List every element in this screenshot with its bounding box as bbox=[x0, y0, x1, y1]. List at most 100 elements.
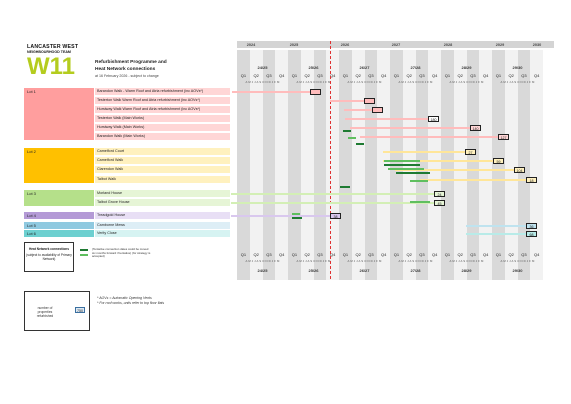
row-label: Barandon Walk (Main Works) bbox=[95, 133, 230, 140]
quarter-column bbox=[466, 50, 480, 280]
w11-logo-mark: W11 bbox=[27, 54, 75, 76]
quarter-label-top: Q4 bbox=[482, 73, 489, 78]
quarter-label-top: Q4 bbox=[278, 73, 285, 78]
property-count-box: 68 bbox=[526, 230, 537, 237]
month-label-bottom: A M J J A S O N D J F M bbox=[449, 259, 484, 263]
quarter-label-bottom: Q1 bbox=[495, 252, 502, 257]
quarter-column bbox=[300, 50, 314, 280]
quarter-label-bottom: Q3 bbox=[368, 252, 374, 257]
month-label-top: A M J J A S O N D J F M bbox=[347, 80, 382, 84]
fy-label-top: 27/28 bbox=[410, 65, 421, 70]
quarter-label-top: Q2 bbox=[457, 73, 463, 78]
programme-bar bbox=[231, 192, 434, 195]
quarter-label-top: Q1 bbox=[240, 73, 247, 78]
quarter-label-bottom: Q2 bbox=[355, 252, 361, 257]
programme-bar bbox=[232, 90, 320, 93]
legend-heat-network: Heat Network connections (subject to ava… bbox=[24, 242, 74, 272]
fy-label-top: 24/25 bbox=[257, 65, 268, 70]
row-label: Hurstway Walk Warm Roof and Atria refurb… bbox=[95, 106, 230, 113]
quarter-label-bottom: Q4 bbox=[380, 252, 387, 257]
quarter-column bbox=[415, 50, 429, 280]
quarter-label-top: Q3 bbox=[317, 73, 323, 78]
quarter-label-bottom: Q4 bbox=[533, 252, 540, 257]
lot-box: Lot 1 bbox=[24, 88, 94, 140]
quarter-label-top: Q1 bbox=[393, 73, 400, 78]
quarter-label-top: Q4 bbox=[329, 73, 336, 78]
row-label: Treadgold House bbox=[95, 212, 230, 219]
heat-connection-marker bbox=[340, 186, 350, 188]
fy-label-top: 26/27 bbox=[359, 65, 370, 70]
quarter-label-bottom: Q2 bbox=[304, 252, 310, 257]
quarter-column bbox=[339, 50, 352, 280]
quarter-label-top: Q3 bbox=[521, 73, 527, 78]
fy-label-bottom: 25/26 bbox=[308, 268, 319, 273]
month-label-bottom: A M J J A S O N D J F M bbox=[347, 259, 382, 263]
quarter-label-bottom: Q2 bbox=[406, 252, 412, 257]
quarter-column bbox=[441, 50, 454, 280]
heat-connection-marker bbox=[410, 180, 428, 182]
quarter-label-bottom: Q4 bbox=[431, 252, 438, 257]
quarter-label-bottom: Q2 bbox=[508, 252, 514, 257]
quarter-column bbox=[262, 50, 276, 280]
quarter-label-bottom: Q4 bbox=[278, 252, 285, 257]
property-count-box: 59 bbox=[493, 157, 504, 164]
today-line bbox=[330, 41, 331, 279]
month-label-bottom: A M J J A S O N D J F M bbox=[296, 259, 331, 263]
heat-connection-marker bbox=[292, 213, 300, 215]
quarter-label-bottom: Q3 bbox=[470, 252, 476, 257]
quarter-label-top: Q1 bbox=[342, 73, 349, 78]
footnotes: * AOVs = Automatic Opening Vents * For r… bbox=[97, 296, 164, 306]
year-label: 2028 bbox=[443, 43, 453, 47]
quarter-label-top: Q1 bbox=[291, 73, 298, 78]
heat-connection-marker bbox=[410, 201, 430, 203]
heat-connection-marker bbox=[343, 130, 351, 132]
programme-bar bbox=[231, 214, 330, 217]
quarter-label-top: Q2 bbox=[508, 73, 514, 78]
fy-label-top: 28/29 bbox=[461, 65, 472, 70]
property-count-box bbox=[310, 88, 321, 95]
property-count-box bbox=[372, 106, 383, 113]
legend-heat-sub: (subject to availability of Primary Netw… bbox=[26, 253, 72, 261]
quarter-label-top: Q4 bbox=[380, 73, 387, 78]
month-label-top: A M J J A S O N D J F M bbox=[296, 80, 331, 84]
logo-text: LANCASTER WEST bbox=[27, 44, 79, 50]
title-line-2: Heat Network connections bbox=[95, 67, 156, 72]
title-line-1: Refurbishment Programme and bbox=[95, 60, 167, 65]
quarter-label-top: Q3 bbox=[419, 73, 425, 78]
row-label: Testerton Walk (Main Works) bbox=[95, 115, 230, 122]
quarter-column bbox=[479, 50, 492, 280]
programme-bar bbox=[466, 224, 526, 227]
page-title: Refurbishment Programme and Heat Network… bbox=[95, 59, 167, 73]
quarter-label-bottom: Q3 bbox=[521, 252, 527, 257]
quarter-column bbox=[249, 50, 263, 280]
row-label: Morland House bbox=[95, 190, 230, 197]
status-date: at 16 February 2026 - subject to change bbox=[95, 74, 159, 78]
programme-bar bbox=[360, 135, 498, 138]
programme-bar bbox=[383, 159, 493, 162]
row-label: Clarendon Walk bbox=[95, 166, 230, 173]
month-label-bottom: A M J J A S O N D J F M bbox=[398, 259, 433, 263]
quarter-column bbox=[504, 50, 518, 280]
quarter-label-bottom: Q1 bbox=[393, 252, 400, 257]
year-label: 2029 bbox=[495, 43, 505, 47]
programme-bar bbox=[395, 168, 514, 171]
programme-bar bbox=[466, 232, 526, 235]
property-count-box: 104 bbox=[514, 166, 525, 173]
quarter-label-bottom: Q3 bbox=[419, 252, 425, 257]
year-label: 2030 bbox=[532, 43, 542, 47]
legend-properties bbox=[24, 291, 90, 331]
quarter-label-top: Q2 bbox=[253, 73, 259, 78]
fy-label-bottom: 24/25 bbox=[257, 268, 268, 273]
property-count-box: 24 bbox=[434, 190, 445, 197]
month-label-top: A M J J A S O N D J F M bbox=[449, 80, 484, 84]
year-label: 2026 bbox=[340, 43, 350, 47]
heat-connection-marker bbox=[384, 164, 420, 166]
month-label-top: A M J J A S O N D J F M bbox=[500, 80, 535, 84]
programme-bar bbox=[420, 178, 526, 181]
property-count-box: 18 bbox=[526, 176, 537, 183]
heat-connection-marker bbox=[348, 137, 356, 139]
row-label: Testerton Walk Warm Roof and Atria refur… bbox=[95, 97, 230, 104]
property-count-box: 45 bbox=[434, 199, 445, 206]
logo-subtext: NEIGHBOURHOOD TEAM bbox=[27, 50, 71, 54]
month-label-top: A M J J A S O N D J F M bbox=[245, 80, 280, 84]
